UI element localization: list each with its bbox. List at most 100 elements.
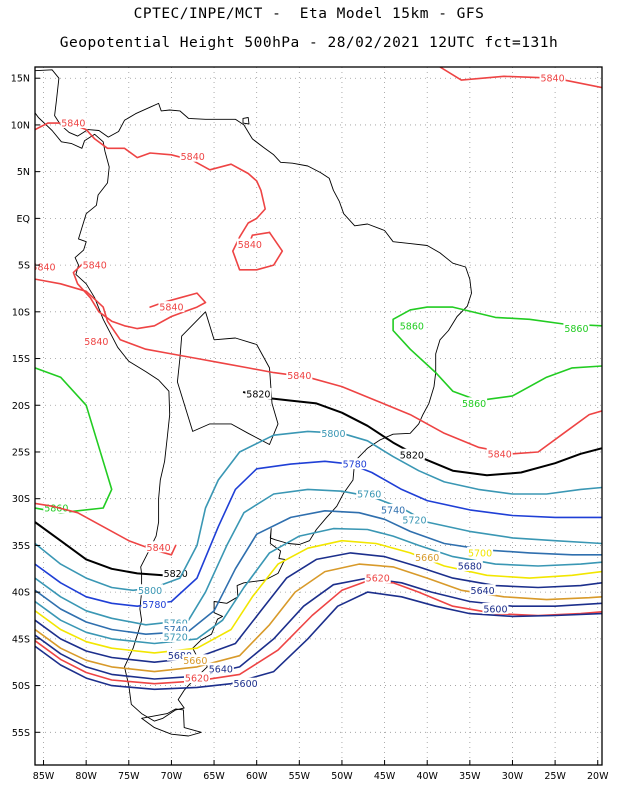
lat-tick-label: 15S bbox=[12, 354, 30, 365]
lon-tick-label: 60W bbox=[246, 771, 268, 782]
contour-label-bg bbox=[341, 458, 368, 470]
lon-tick-label: 85W bbox=[33, 771, 55, 782]
lat-tick-label: 20S bbox=[12, 401, 30, 412]
chart-title-line2: Geopotential Height 500hPa - 28/02/2021 … bbox=[59, 35, 559, 51]
contour-label-bg bbox=[141, 598, 168, 610]
contour-label-bg bbox=[236, 238, 263, 250]
contour-label-5840: 5840 bbox=[181, 152, 205, 163]
contour-label-bg bbox=[398, 319, 425, 331]
lat-tick-label: 45S bbox=[12, 634, 30, 645]
contour-label-5840: 5840 bbox=[31, 262, 55, 273]
lon-tick-label: 20W bbox=[587, 771, 609, 782]
contour-5640-line-0 bbox=[35, 577, 602, 680]
coastline-2 bbox=[242, 117, 250, 125]
contour-label-bg bbox=[486, 447, 513, 459]
contour-label-5780: 5780 bbox=[343, 460, 367, 471]
contour-label-bg bbox=[145, 541, 172, 553]
contour-label-5660: 5660 bbox=[183, 656, 207, 667]
contour-label-5840: 5840 bbox=[84, 337, 108, 348]
lat-tick-label: 10N bbox=[11, 120, 30, 131]
contour-label-bg bbox=[158, 301, 185, 313]
contour-label-bg bbox=[401, 514, 428, 526]
contour-5840-line-5 bbox=[35, 502, 177, 556]
chart-title-line1: CPTEC/INPE/MCT - Eta Model 15km - GFS bbox=[133, 6, 485, 22]
contour-5700-line-0 bbox=[35, 539, 602, 654]
lon-tick-label: 45W bbox=[374, 771, 396, 782]
lon-tick-label: 25W bbox=[544, 771, 566, 782]
coastlines bbox=[35, 69, 472, 737]
contour-label-bg bbox=[179, 150, 206, 162]
contour-label-5640: 5640 bbox=[209, 664, 233, 675]
contour-label-5680: 5680 bbox=[168, 651, 192, 662]
lon-tick-label: 30W bbox=[502, 771, 524, 782]
contour-label-5740: 5740 bbox=[164, 625, 188, 636]
contour-label-5820: 5820 bbox=[164, 569, 188, 580]
lon-tick-label: 35W bbox=[459, 771, 481, 782]
contour-label-bg bbox=[320, 427, 347, 439]
contour-label-5680: 5680 bbox=[458, 561, 482, 572]
contour-label-bg bbox=[414, 551, 441, 563]
contour-label-bg bbox=[162, 616, 189, 628]
contour-label-bg bbox=[467, 546, 494, 558]
lat-tick-label: 30S bbox=[12, 494, 30, 505]
contour-label-bg bbox=[398, 448, 425, 460]
contour-label-5860: 5860 bbox=[462, 399, 486, 410]
contour-5840-line-4 bbox=[35, 278, 602, 455]
contour-label-bg bbox=[162, 630, 189, 642]
lon-tick-label: 80W bbox=[75, 771, 97, 782]
contour-5800-line-0 bbox=[35, 430, 602, 592]
contour-label-5860: 5860 bbox=[400, 321, 424, 332]
contour-label-bg bbox=[456, 559, 483, 571]
contour-5600-line-0 bbox=[35, 591, 602, 691]
contour-label-5600: 5600 bbox=[483, 604, 507, 615]
lat-tick-label: 55S bbox=[12, 728, 30, 739]
lat-tick-label: 5N bbox=[17, 167, 30, 178]
contour-label-bg bbox=[245, 388, 272, 400]
contour-label-bg bbox=[207, 662, 234, 674]
contour-label-5800: 5800 bbox=[138, 586, 162, 597]
contour-label-5840: 5840 bbox=[147, 543, 171, 554]
contour-label-5720: 5720 bbox=[164, 632, 188, 643]
contour-5760-line-0 bbox=[35, 488, 602, 626]
lon-tick-label: 40W bbox=[416, 771, 438, 782]
contour-label-bg bbox=[364, 572, 391, 584]
contour-5720-line-0 bbox=[35, 527, 602, 645]
contour-label-5800: 5800 bbox=[321, 429, 345, 440]
contour-label-5600: 5600 bbox=[234, 679, 258, 690]
contour-label-bg bbox=[162, 623, 189, 635]
coastline-0 bbox=[35, 69, 472, 722]
contours: 5860 5860 5860 5860 5840 5840 5840 5840 5840 5840… bbox=[31, 67, 602, 691]
contour-label-5620: 5620 bbox=[366, 574, 390, 585]
contour-label-5820: 5820 bbox=[400, 450, 424, 461]
contour-5860-line-1 bbox=[392, 306, 602, 402]
lat-tick-label: 25S bbox=[12, 447, 30, 458]
contour-label-bg bbox=[482, 602, 509, 614]
contour-label-5840: 5840 bbox=[83, 261, 107, 272]
lat-tick-label: 15N bbox=[11, 74, 30, 85]
contour-label-bg bbox=[137, 584, 164, 596]
contour-label-bg bbox=[35, 260, 57, 272]
contour-label-bg bbox=[380, 503, 407, 515]
contour-label-bg bbox=[184, 672, 210, 684]
lon-tick-label: 65W bbox=[203, 771, 225, 782]
coastline-1 bbox=[141, 708, 202, 737]
contour-5840-line-0 bbox=[439, 67, 602, 89]
lat-tick-label: 35S bbox=[12, 541, 30, 552]
plot-frame bbox=[34, 66, 603, 766]
contour-5780-line-0 bbox=[35, 460, 602, 608]
contour-label-5640: 5640 bbox=[471, 586, 495, 597]
coastline-3 bbox=[176, 311, 279, 445]
contour-label-bg bbox=[469, 584, 496, 596]
contour-5840-line-3 bbox=[72, 259, 207, 330]
contour-label-bg bbox=[83, 335, 110, 347]
contour-label-bg bbox=[286, 369, 313, 381]
contour-label-5840: 5840 bbox=[540, 74, 564, 85]
contour-5680-line-0 bbox=[35, 552, 602, 664]
contour-5660-line-0 bbox=[35, 563, 602, 673]
contour-label-5660: 5660 bbox=[415, 553, 439, 564]
contour-label-5840: 5840 bbox=[238, 240, 262, 251]
contour-label-5840: 5840 bbox=[488, 449, 512, 460]
contour-5860-line-0 bbox=[35, 367, 113, 514]
contour-label-bg bbox=[539, 72, 566, 84]
